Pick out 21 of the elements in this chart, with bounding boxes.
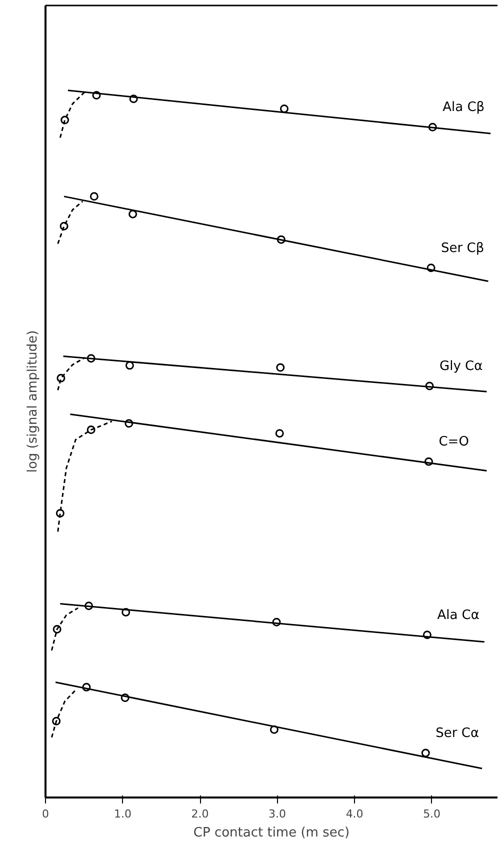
point: [275, 429, 284, 438]
point: [125, 361, 134, 370]
x-tick-label: 5.0: [423, 808, 441, 820]
series-label: C=O: [438, 434, 469, 450]
series-label: Ser Cα: [436, 726, 480, 741]
series-label: Gly Cα: [440, 358, 483, 374]
series-label: Ala Cβ: [442, 100, 485, 116]
x-axis-title: CP contact time (m sec): [193, 826, 350, 840]
x-tick-label: 0: [42, 808, 49, 820]
point: [128, 210, 138, 218]
series-label: Ala Cα: [437, 608, 480, 623]
y-axis-title: log (signal amplitude): [26, 330, 40, 473]
x-tick-label: 3.0: [268, 808, 286, 820]
point: [90, 192, 98, 201]
x-tick-label: 2.0: [191, 808, 209, 820]
series-label: Ser Cβ: [441, 240, 484, 256]
x-tick-label: 1.0: [114, 808, 132, 820]
point: [421, 748, 430, 758]
x-tick-label: 4.0: [346, 808, 364, 820]
point: [280, 104, 288, 113]
point: [276, 363, 285, 372]
